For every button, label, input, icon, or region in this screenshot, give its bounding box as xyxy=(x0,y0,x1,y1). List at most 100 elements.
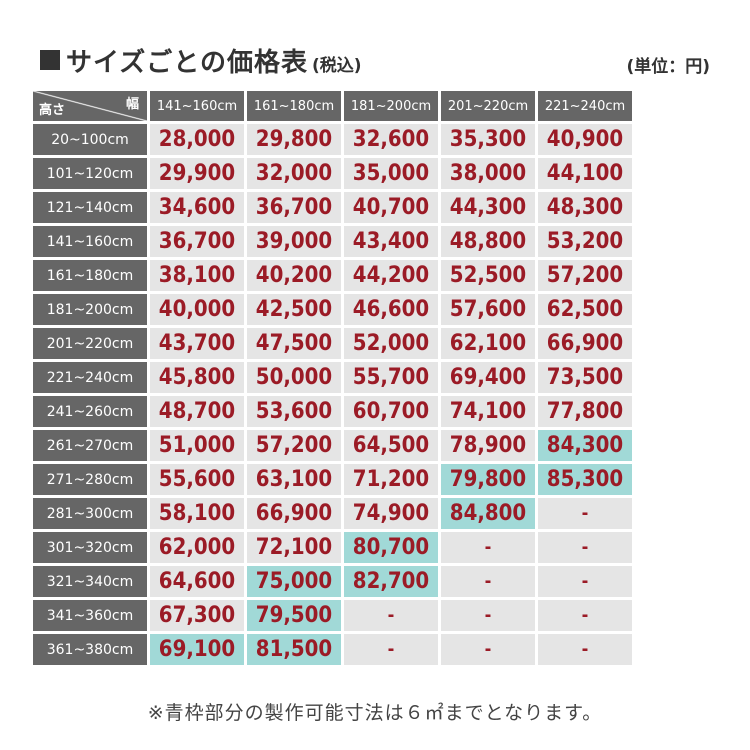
column-header: 141~160cm xyxy=(150,91,244,121)
table-row: 101~120cm 29,900 32,000 35,000 38,000 44,100 xyxy=(33,158,632,189)
table-row: 20~100cm 28,000 29,800 32,600 35,300 40,900 xyxy=(33,124,632,155)
column-header: 201~220cm xyxy=(441,91,535,121)
price-cell: 45,800 xyxy=(150,362,244,393)
price-cell: - xyxy=(344,634,438,665)
price-cell: - xyxy=(441,634,535,665)
price-cell: 60,700 xyxy=(344,396,438,427)
price-cell: 46,600 xyxy=(344,294,438,325)
column-header: 181~200cm xyxy=(344,91,438,121)
price-cell: 52,000 xyxy=(344,328,438,359)
price-table: 高さ 幅 141~160cm 161~180cm 181~200cm 201~220c… xyxy=(30,88,635,668)
table-row: 361~380cm 69,100 81,500- - - xyxy=(33,634,632,665)
price-cell: 29,900 xyxy=(150,158,244,189)
price-cell: 35,000 xyxy=(344,158,438,189)
price-cell: 36,700 xyxy=(247,192,341,223)
price-cell: 47,500 xyxy=(247,328,341,359)
price-cell: 40,000 xyxy=(150,294,244,325)
price-cell: 66,900 xyxy=(538,328,632,359)
price-cell: 50,000 xyxy=(247,362,341,393)
price-cell: 44,200 xyxy=(344,260,438,291)
price-cell: - xyxy=(538,498,632,529)
price-cell: - xyxy=(441,566,535,597)
price-cell: 39,000 xyxy=(247,226,341,257)
price-cell: 32,600 xyxy=(344,124,438,155)
row-header: 141~160cm xyxy=(33,226,147,257)
price-cell: 40,900 xyxy=(538,124,632,155)
table-row: 221~240cm 45,800 50,000 55,700 69,400 73,500 xyxy=(33,362,632,393)
price-cell-highlighted: 79,800 xyxy=(441,464,535,495)
price-cell-highlighted: 69,100 xyxy=(150,634,244,665)
price-cell: 71,200 xyxy=(344,464,438,495)
price-cell: 73,500 xyxy=(538,362,632,393)
row-header: 341~360cm xyxy=(33,600,147,631)
price-cell: 69,400 xyxy=(441,362,535,393)
table-row: 181~200cm 40,000 42,500 46,600 57,600 62,500 xyxy=(33,294,632,325)
price-cell: 66,900 xyxy=(247,498,341,529)
price-cell-highlighted: 79,500 xyxy=(247,600,341,631)
price-cell: 62,000 xyxy=(150,532,244,563)
row-header: 271~280cm xyxy=(33,464,147,495)
price-cell-highlighted: 82,700 xyxy=(344,566,438,597)
row-header: 301~320cm xyxy=(33,532,147,563)
price-cell: 74,100 xyxy=(441,396,535,427)
price-cell: 53,600 xyxy=(247,396,341,427)
table-row: 281~300cm 58,100 66,900 74,900 84,800- xyxy=(33,498,632,529)
price-cell: 38,100 xyxy=(150,260,244,291)
table-row: 261~270cm 51,000 57,200 64,500 78,900 84,300 xyxy=(33,430,632,461)
price-cell-highlighted: 84,300 xyxy=(538,430,632,461)
table-row: 321~340cm 64,600 75,000 82,700- - xyxy=(33,566,632,597)
price-cell: 32,000 xyxy=(247,158,341,189)
table-row: 201~220cm 43,700 47,500 52,000 62,100 66,900 xyxy=(33,328,632,359)
price-cell: 64,600 xyxy=(150,566,244,597)
price-cell: 44,300 xyxy=(441,192,535,223)
table-row: 121~140cm 34,600 36,700 40,700 44,300 48,300 xyxy=(33,192,632,223)
row-header: 181~200cm xyxy=(33,294,147,325)
corner-width-label: 幅 xyxy=(125,97,139,112)
price-cell: - xyxy=(538,634,632,665)
price-cell: 55,600 xyxy=(150,464,244,495)
price-cell: 43,700 xyxy=(150,328,244,359)
price-cell: 64,500 xyxy=(344,430,438,461)
price-cell: 55,700 xyxy=(344,362,438,393)
price-cell: 53,200 xyxy=(538,226,632,257)
title-main: サイズごとの価格表 xyxy=(66,48,308,78)
price-cell: 77,800 xyxy=(538,396,632,427)
table-body: 20~100cm 28,000 29,800 32,600 35,300 40,900 10… xyxy=(33,124,632,665)
price-cell: - xyxy=(538,600,632,631)
price-cell: 29,800 xyxy=(247,124,341,155)
row-header: 261~270cm xyxy=(33,430,147,461)
price-cell-highlighted: 85,300 xyxy=(538,464,632,495)
price-cell: 34,600 xyxy=(150,192,244,223)
price-cell: 28,000 xyxy=(150,124,244,155)
row-header: 221~240cm xyxy=(33,362,147,393)
price-cell: - xyxy=(538,532,632,563)
table-row: 301~320cm 62,000 72,100 80,700- - xyxy=(33,532,632,563)
price-cell-highlighted: 84,800 xyxy=(441,498,535,529)
price-cell: - xyxy=(441,600,535,631)
square-bullet-icon xyxy=(40,50,60,70)
table-row: 341~360cm 67,300 79,500- - - xyxy=(33,600,632,631)
price-cell: 63,100 xyxy=(247,464,341,495)
footnote: ※青枠部分の製作可能寸法は６㎡までとなります。 xyxy=(147,702,603,724)
title-tax-note: (税込) xyxy=(311,56,362,76)
page-title: サイズごとの価格表 (税込) xyxy=(66,42,362,79)
price-cell: 51,000 xyxy=(150,430,244,461)
corner-height-label: 高さ xyxy=(39,103,66,118)
column-header: 161~180cm xyxy=(247,91,341,121)
price-cell: 36,700 xyxy=(150,226,244,257)
price-cell: 42,500 xyxy=(247,294,341,325)
price-cell: 40,200 xyxy=(247,260,341,291)
price-cell: 57,200 xyxy=(247,430,341,461)
title-row: サイズごとの価格表 (税込) (単位：円) xyxy=(36,40,726,84)
price-cell: 62,500 xyxy=(538,294,632,325)
row-header: 361~380cm xyxy=(33,634,147,665)
price-cell: 78,900 xyxy=(441,430,535,461)
price-cell: 35,300 xyxy=(441,124,535,155)
price-cell: 38,000 xyxy=(441,158,535,189)
table-row: 161~180cm 38,100 40,200 44,200 52,500 57,200 xyxy=(33,260,632,291)
price-cell: 57,600 xyxy=(441,294,535,325)
price-cell: 48,700 xyxy=(150,396,244,427)
corner-header: 高さ 幅 xyxy=(33,91,147,121)
price-cell: - xyxy=(441,532,535,563)
table-row: 271~280cm 55,600 63,100 71,200 79,800 85,300 xyxy=(33,464,632,495)
